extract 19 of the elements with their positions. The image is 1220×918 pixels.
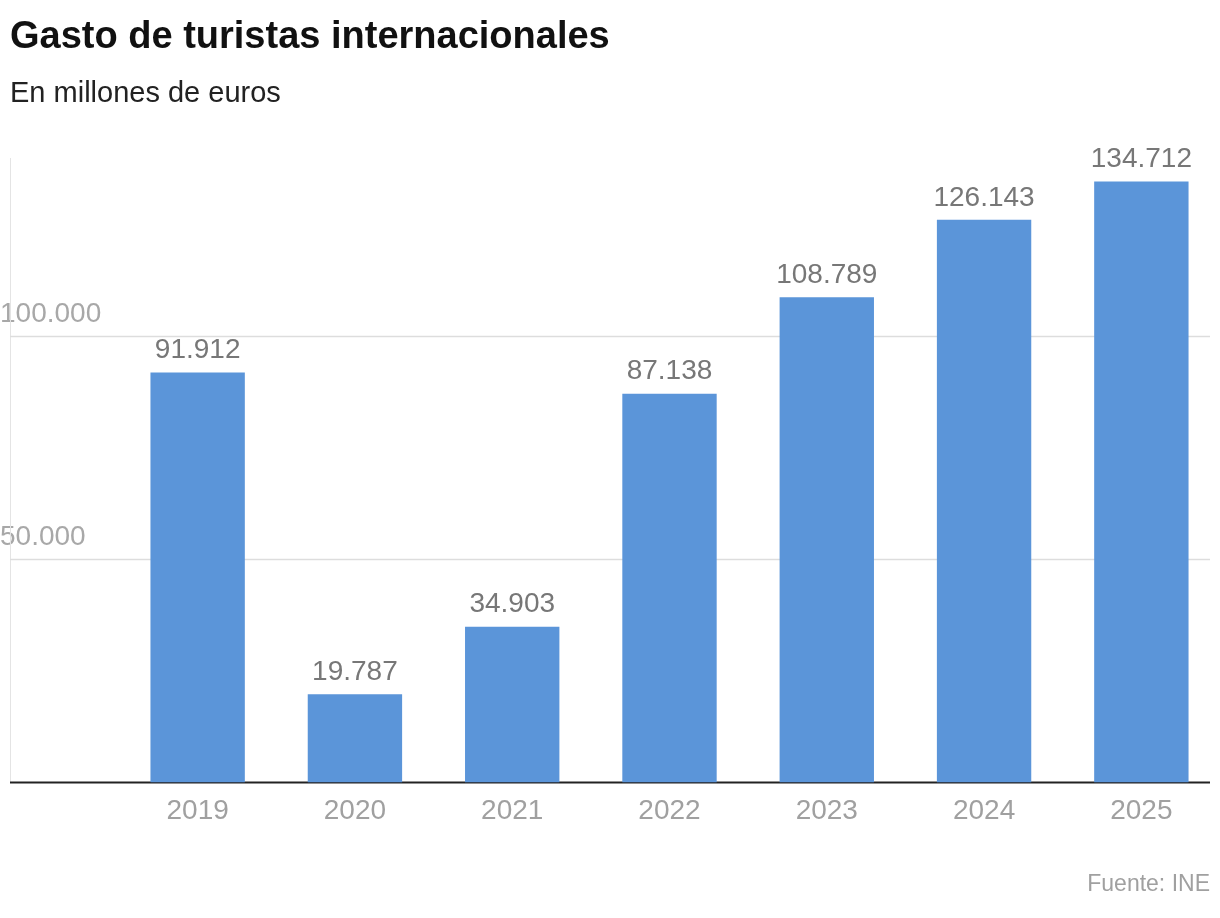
- chart-subtitle: En millones de euros: [10, 76, 281, 109]
- x-tick-label: 2021: [481, 793, 544, 825]
- data-label: 134.712: [1090, 142, 1192, 174]
- x-tick-label: 2025: [1110, 793, 1173, 825]
- data-label: 87.138: [626, 354, 713, 386]
- chart-title: Gasto de turistas internacionales: [10, 14, 610, 57]
- source-note: Fuente: INE: [1087, 870, 1210, 897]
- data-label: 19.787: [312, 654, 398, 686]
- x-tick-label: 2019: [166, 793, 229, 825]
- x-tick-label: 2023: [795, 793, 858, 825]
- x-tick-label: 2024: [952, 793, 1016, 825]
- data-label: 34.903: [469, 587, 556, 619]
- x-tick-label: 2022: [638, 793, 701, 825]
- data-label: 126.143: [933, 180, 1035, 212]
- data-label: 108.789: [776, 257, 878, 289]
- x-tick-label: 2020: [323, 793, 387, 825]
- y-tick-label: 50.000: [0, 520, 86, 552]
- data-label: 91.912: [154, 333, 241, 365]
- y-tick-label: 100.000: [0, 297, 102, 329]
